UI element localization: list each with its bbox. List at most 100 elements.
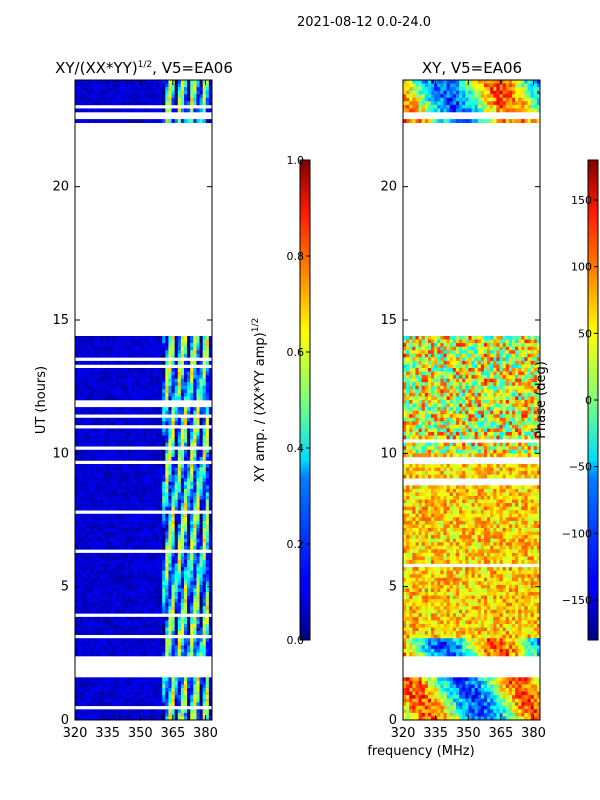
heatmap-cell [199, 101, 204, 106]
heatmap-cell [93, 545, 98, 550]
heatmap-cell [177, 563, 182, 568]
heatmap-cell [75, 556, 79, 561]
heatmap-cell [78, 680, 82, 685]
heatmap-cell [202, 684, 207, 689]
heatmap-cell [149, 478, 154, 483]
heatmap-cell [75, 119, 79, 123]
heatmap-cell [134, 442, 138, 447]
heatmap-cell [149, 599, 154, 603]
heatmap-cell [146, 602, 151, 607]
heatmap-cell [187, 378, 191, 383]
heatmap-cell [90, 588, 95, 593]
heatmap-cell [177, 584, 182, 589]
heatmap-cell [174, 392, 179, 397]
heatmap-cell [187, 410, 191, 415]
heatmap-cell [152, 524, 157, 529]
heatmap-cell [115, 435, 119, 440]
heatmap-cell [149, 563, 154, 568]
heatmap-cell [137, 410, 141, 415]
heatmap-cell [140, 392, 144, 397]
heatmap-cell [87, 588, 91, 593]
heatmap-cell [81, 570, 85, 575]
heatmap-cell [87, 538, 91, 543]
heatmap-cell [140, 382, 144, 387]
heatmap-cell [190, 680, 194, 685]
heatmap-cell [118, 346, 123, 351]
heatmap-cell [140, 645, 144, 650]
heatmap-cell [127, 581, 132, 586]
heatmap-cell [202, 528, 207, 532]
heatmap-cell [137, 609, 141, 614]
heatmap-cell [112, 449, 116, 454]
heatmap-cell [115, 485, 119, 490]
heatmap-cell [171, 542, 176, 547]
heatmap-cell [75, 371, 79, 376]
heatmap-cell [121, 375, 126, 379]
heatmap-cell [171, 94, 176, 99]
heatmap-cell [409, 336, 413, 340]
heatmap-cell [124, 688, 129, 692]
heatmap-cell [187, 556, 191, 561]
heatmap-cell [187, 343, 191, 347]
heatmap-cell [87, 417, 91, 422]
heatmap-cell [165, 492, 169, 497]
heatmap-cell [208, 520, 212, 525]
heatmap-cell [109, 517, 113, 522]
heatmap-cell [452, 90, 457, 95]
heatmap-cell [421, 346, 426, 351]
heatmap-cell [87, 684, 91, 689]
heatmap-cell [124, 368, 129, 372]
heatmap-cell [190, 538, 194, 543]
heatmap-cell [527, 94, 532, 99]
heatmap-cell [106, 528, 110, 532]
heatmap-cell [180, 570, 185, 575]
heatmap-cell [190, 392, 194, 397]
heatmap-cell [159, 471, 163, 475]
heatmap-cell [446, 94, 451, 99]
heatmap-cell [180, 350, 185, 355]
heatmap-cell [199, 577, 204, 582]
heatmap-cell [199, 698, 204, 703]
heatmap-cell [75, 360, 79, 365]
heatmap-cell [90, 396, 95, 401]
heatmap-cell [87, 577, 91, 582]
heatmap-cell [434, 87, 438, 91]
heatmap-cell [78, 631, 82, 635]
heatmap-cell [493, 101, 497, 106]
heatmap-cell [140, 624, 144, 628]
heatmap-cell [115, 432, 119, 436]
heatmap-cell [124, 382, 129, 387]
heatmap-cell [81, 524, 85, 529]
heatmap-cell [99, 435, 104, 440]
heatmap-cell [199, 410, 204, 415]
heatmap-cell [421, 350, 426, 355]
heatmap-cell [199, 545, 204, 550]
heatmap-cell [146, 449, 151, 454]
heatmap-cell [177, 520, 182, 525]
heatmap-cell [112, 577, 116, 582]
heatmap-cell [99, 101, 104, 106]
heatmap-cell [437, 339, 441, 344]
heatmap-cell [87, 343, 91, 347]
heatmap-cell [112, 638, 116, 643]
heatmap-cell [440, 119, 444, 123]
heatmap-cell [202, 371, 207, 376]
heatmap-cell [143, 535, 148, 539]
heatmap-cell [140, 570, 144, 575]
heatmap-cell [208, 545, 212, 550]
heatmap-cell [440, 339, 444, 344]
heatmap-cell [208, 609, 212, 614]
heatmap-cell [127, 542, 132, 547]
heatmap-cell [87, 368, 91, 372]
heatmap-cell [180, 94, 185, 99]
heatmap-cell [109, 652, 113, 657]
heatmap-cell [121, 609, 126, 614]
heatmap-cell [202, 695, 207, 699]
heatmap-cell [443, 90, 447, 95]
heatmap-cell [190, 570, 194, 575]
heatmap-cell [202, 485, 207, 490]
heatmap-cell [121, 389, 126, 394]
heatmap-cell [152, 574, 157, 579]
heatmap-cell [127, 343, 132, 347]
heatmap-cell [168, 407, 172, 411]
